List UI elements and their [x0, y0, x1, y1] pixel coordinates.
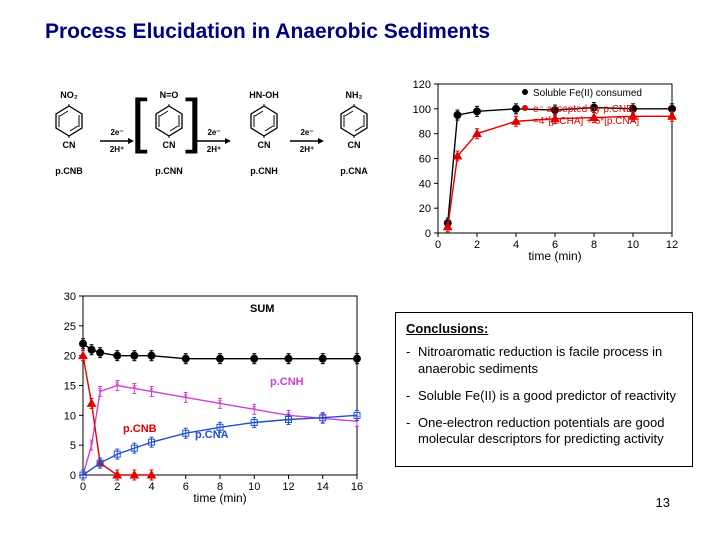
svg-text:0: 0 [80, 481, 86, 493]
svg-text:*: * [252, 402, 257, 416]
svg-text:0: 0 [70, 470, 76, 482]
svg-text:100: 100 [413, 104, 431, 116]
conclusions-heading: Conclusions: [406, 321, 682, 338]
svg-text:30: 30 [64, 291, 76, 303]
molecule-p.CNN: N=OCNp.CNN [145, 90, 193, 176]
conclusion-item: Nitroaromatic reduction is facile proces… [406, 344, 682, 378]
chart-tr-svg: 024681012020406080100120time (min)Solubl… [400, 78, 680, 263]
svg-text:time (min): time (min) [193, 491, 246, 505]
svg-text:6: 6 [183, 481, 189, 493]
svg-text:40: 40 [419, 178, 431, 190]
svg-text:0: 0 [425, 228, 431, 240]
page-number: 13 [656, 495, 670, 510]
svg-text:20: 20 [419, 203, 431, 215]
conclusions-box: Conclusions: Nitroaromatic reduction is … [395, 312, 693, 467]
svg-text:14: 14 [317, 481, 329, 493]
conclusion-item: One-electron reduction potentials are go… [406, 415, 682, 449]
svg-text:=4*[p.CHA] + 6*[p.CNA]: =4*[p.CHA] + 6*[p.CNA] [533, 116, 639, 127]
svg-text:25: 25 [64, 321, 76, 333]
chart-bl-svg: 0246810121416051015202530time (min)*****… [45, 290, 365, 505]
svg-text:Soluble Fe(II) consumed: Soluble Fe(II) consumed [533, 88, 642, 99]
svg-text:120: 120 [413, 79, 431, 91]
svg-text:0: 0 [435, 239, 441, 251]
molecule-p.CNA: NH₂CNp.CNA [330, 90, 378, 176]
svg-text:10: 10 [248, 481, 260, 493]
svg-text:*: * [218, 396, 223, 410]
svg-text:*: * [115, 379, 120, 393]
svg-text:p.CNH: p.CNH [270, 376, 304, 388]
svg-text:time (min): time (min) [528, 249, 581, 263]
molecule-p.CNB: NO₂CNp.CNB [45, 90, 93, 176]
conclusion-item: Soluble Fe(II) is a good predictor of re… [406, 388, 682, 405]
svg-text:2: 2 [474, 239, 480, 251]
svg-text:12: 12 [282, 481, 294, 493]
svg-text:*: * [149, 384, 154, 398]
svg-text:8: 8 [591, 239, 597, 251]
svg-text:*: * [98, 384, 103, 398]
svg-text:e⁻ accepted by p.CNB: e⁻ accepted by p.CNB [533, 104, 633, 115]
svg-text:20: 20 [64, 351, 76, 363]
page-title: Process Elucidation in Anaerobic Sedimen… [45, 20, 490, 44]
reaction-arrow: 2e⁻2H⁺ [100, 128, 134, 154]
svg-text:p.CNB: p.CNB [123, 423, 157, 435]
svg-text:*: * [89, 438, 94, 452]
reaction-arrow: 2e⁻2H⁺ [290, 128, 324, 154]
svg-text:p.CNA: p.CNA [195, 429, 229, 441]
svg-text:10: 10 [64, 410, 76, 422]
reaction-scheme: [ ] NO₂CNp.CNBN=OCNp.CNNHN-OHCNp.CNHNH₂C… [45, 80, 385, 210]
svg-text:12: 12 [666, 239, 678, 251]
svg-text:4: 4 [148, 481, 154, 493]
svg-text:16: 16 [351, 481, 363, 493]
svg-text:5: 5 [70, 440, 76, 452]
svg-text:60: 60 [419, 154, 431, 166]
reaction-arrow: 2e⁻2H⁺ [197, 128, 231, 154]
svg-text:SUM: SUM [250, 303, 274, 315]
svg-text:*: * [132, 381, 137, 395]
molecule-p.CNH: HN-OHCNp.CNH [240, 90, 288, 176]
svg-text:*: * [183, 390, 188, 404]
svg-text:4: 4 [513, 239, 519, 251]
svg-text:10: 10 [627, 239, 639, 251]
chart-fe-consumption: 024681012020406080100120time (min)Solubl… [400, 78, 680, 263]
svg-text:2: 2 [114, 481, 120, 493]
chart-species-time: 0246810121416051015202530time (min)*****… [45, 290, 365, 505]
conclusions-list: Nitroaromatic reduction is facile proces… [406, 344, 682, 448]
svg-text:15: 15 [64, 381, 76, 393]
svg-text:80: 80 [419, 129, 431, 141]
